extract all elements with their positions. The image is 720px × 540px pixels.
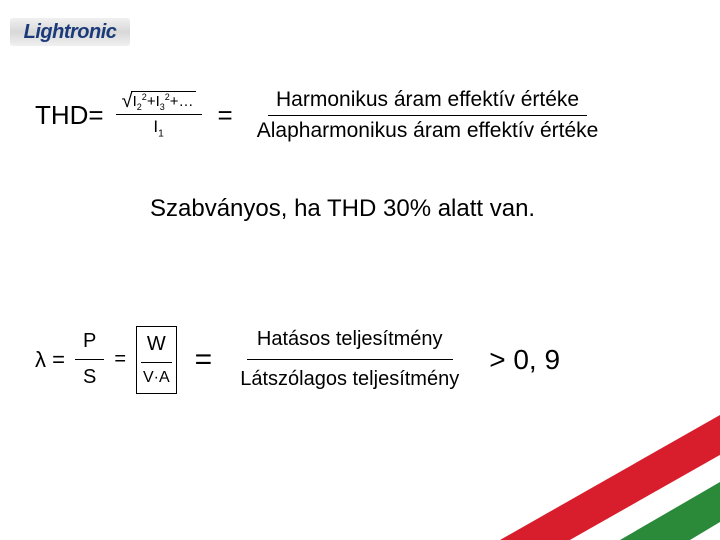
- va-symbol: V·A: [137, 363, 176, 393]
- power-den: Látszólagos teljesítmény: [230, 360, 469, 399]
- s-symbol: S: [75, 360, 104, 395]
- equals-big: =: [187, 343, 221, 377]
- wva-fraction: W V·A: [137, 327, 176, 393]
- p-symbol: P: [75, 324, 104, 360]
- thd-label: THD=: [35, 100, 104, 131]
- greater-than-value: > 0, 9: [479, 344, 560, 376]
- thd-text-num: Harmonikus áram effektív értéke: [268, 85, 587, 116]
- w-symbol: W: [141, 327, 172, 363]
- thd-fraction: √ I22+I32+… I1: [116, 91, 202, 139]
- thd-statement: Szabványos, ha THD 30% alatt van.: [150, 195, 535, 223]
- thd-text-fraction: Harmonikus áram effektív értéke Alapharm…: [249, 85, 607, 146]
- thd-text-den: Alapharmonikus áram effektív értéke: [249, 116, 607, 146]
- power-fraction: Hatásos teljesítmény Látszólagos teljesí…: [230, 320, 469, 399]
- brand-logo-text: Lightronic: [24, 21, 117, 44]
- wva-box: W V·A: [136, 326, 177, 394]
- footer-stripes: [0, 400, 720, 540]
- equals-sign: =: [214, 100, 237, 131]
- power-num: Hatásos teljesítmény: [247, 320, 453, 360]
- thd-denominator: I1: [147, 115, 169, 139]
- lambda-equation: λ = P S = W V·A = Hatásos teljesítmény L…: [35, 320, 560, 399]
- brand-logo: Lightronic: [10, 18, 130, 46]
- sqrt-icon: √ I22+I32+…: [122, 91, 196, 112]
- equals-small: =: [114, 348, 126, 371]
- lambda-label: λ =: [35, 347, 65, 373]
- thd-numerator: √ I22+I32+…: [116, 91, 202, 115]
- ps-fraction: P S: [75, 324, 104, 395]
- thd-equation: THD= √ I22+I32+… I1 = Harmonikus áram ef…: [35, 85, 606, 146]
